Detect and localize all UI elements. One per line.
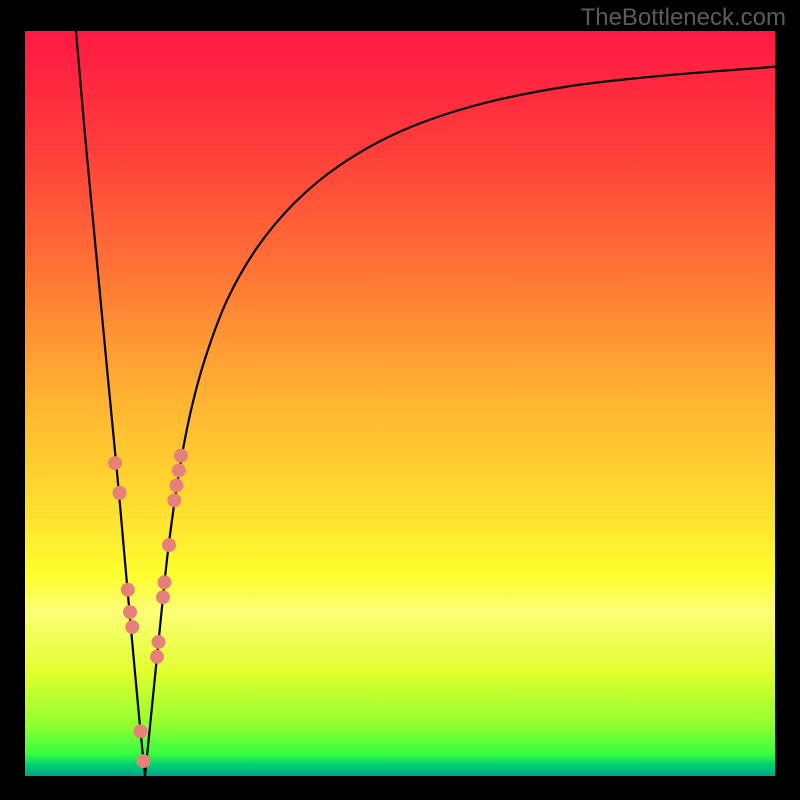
data-marker: [151, 650, 164, 663]
chart-background: [25, 31, 775, 776]
data-marker: [152, 635, 165, 648]
data-marker: [113, 486, 126, 499]
data-marker: [137, 755, 150, 768]
data-marker: [126, 621, 139, 634]
data-marker: [109, 457, 122, 470]
data-marker: [124, 606, 137, 619]
data-marker: [172, 464, 185, 477]
data-marker: [134, 725, 147, 738]
data-marker: [157, 591, 170, 604]
bottleneck-chart: [25, 31, 775, 776]
data-marker: [168, 494, 181, 507]
data-marker: [158, 576, 171, 589]
data-marker: [175, 449, 188, 462]
data-marker: [163, 539, 176, 552]
data-marker: [170, 479, 183, 492]
data-marker: [121, 583, 134, 596]
chart-frame: TheBottleneck.com: [0, 0, 800, 800]
watermark-label: TheBottleneck.com: [581, 4, 786, 32]
